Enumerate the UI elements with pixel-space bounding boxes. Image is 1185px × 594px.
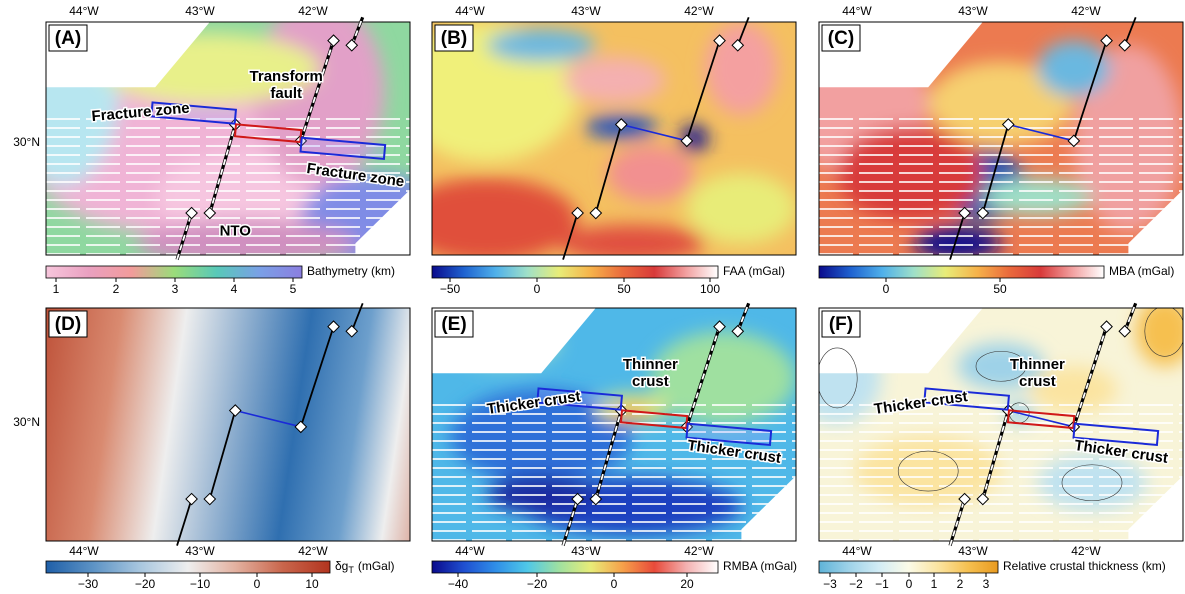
map-panel: (C) <box>783 17 1183 259</box>
colorbar-tick-label: 10 <box>305 577 319 591</box>
track-gaps <box>819 398 1183 541</box>
panel-label: (B) <box>441 28 467 49</box>
map-image <box>783 22 1183 260</box>
lat-label: 30°N <box>13 135 40 149</box>
colorbar-tick-label: −20 <box>527 577 548 591</box>
colorbar-title: FAA (mGal) <box>723 264 785 278</box>
colorbar-tick-label: 100 <box>700 282 720 296</box>
colorbar-tick-label: −1 <box>875 577 889 591</box>
anomaly <box>396 178 578 262</box>
colorbar-tick-label: 1 <box>53 282 60 296</box>
map-panel: (B) <box>396 17 796 262</box>
panel-label: (F) <box>829 314 853 335</box>
panel-label: (A) <box>55 28 81 49</box>
anomaly <box>607 145 694 201</box>
lon-label: 43°W <box>571 4 601 18</box>
colorbar-tick-label: −3 <box>823 577 837 591</box>
colorbar-title: Bathymetry (km) <box>307 264 395 278</box>
map-image <box>432 308 796 541</box>
colorbar-tick-label: −2 <box>849 577 863 591</box>
lon-label: 43°W <box>185 544 215 558</box>
colorbar-tick-label: 0 <box>611 577 618 591</box>
colorbar-tick-label: 4 <box>231 282 238 296</box>
anomaly <box>487 29 596 62</box>
map-panel: TransformfaultFracture zoneFracture zone… <box>10 0 447 267</box>
panel-label: (E) <box>441 314 466 335</box>
panel-label: (C) <box>828 28 854 49</box>
lon-label: 44°W <box>455 544 485 558</box>
anomaly <box>559 225 705 262</box>
colorbar-tick-label: −50 <box>440 282 461 296</box>
colorbar-tick-label: 0 <box>534 282 541 296</box>
colorbar <box>46 561 330 573</box>
colorbar-tick-label: 0 <box>906 577 913 591</box>
lon-label: 44°W <box>69 544 99 558</box>
anomaly <box>1037 41 1110 97</box>
map-image <box>396 22 796 262</box>
colorbar-tick-label: 1 <box>931 577 938 591</box>
lon-label: 43°W <box>958 4 988 18</box>
colorbar-tick-label: 2 <box>113 282 120 296</box>
colorbar-tick-label: 50 <box>993 282 1007 296</box>
colorbar-tick-label: −30 <box>78 577 99 591</box>
colorbar-title: MBA (mGal) <box>1109 264 1174 278</box>
lon-label: 43°W <box>185 4 215 18</box>
lat-label: 30°N <box>13 415 40 429</box>
colorbar-tick-label: −40 <box>448 577 469 591</box>
colorbar-tick-label: 0 <box>254 577 261 591</box>
colorbar-tick-label: 5 <box>290 282 297 296</box>
lon-label: 44°W <box>455 4 485 18</box>
lon-label: 42°W <box>298 544 328 558</box>
colorbar-title: RMBA (mGal) <box>723 559 797 573</box>
colorbar-tick-label: −10 <box>190 577 211 591</box>
colorbar-tick-label: 50 <box>617 282 631 296</box>
colorbar <box>819 561 998 573</box>
colorbar-tick-label: 0 <box>883 282 890 296</box>
track-gaps <box>432 398 796 541</box>
colorbar-tick-label: 3 <box>172 282 179 296</box>
colorbar-title-part: T <box>348 565 354 575</box>
lon-label: 43°W <box>571 544 601 558</box>
lon-label: 42°W <box>684 544 714 558</box>
colorbar-title: Relative crustal thickness (km) <box>1003 559 1166 573</box>
lon-label: 42°W <box>1071 544 1101 558</box>
colorbar-tick-label: 2 <box>957 577 964 591</box>
figure: TransformfaultFracture zoneFracture zone… <box>0 0 1185 594</box>
anomaly <box>563 57 665 104</box>
colorbar-tick-label: −20 <box>135 577 156 591</box>
colorbar <box>432 561 718 573</box>
track-gaps <box>819 112 1183 255</box>
colorbar <box>46 266 302 278</box>
colorbar-title-part: (mGal) <box>358 559 395 573</box>
panel-label: (D) <box>55 314 81 335</box>
lon-label: 43°W <box>958 544 988 558</box>
colorbar-title: δgT (mGal) <box>335 559 395 575</box>
lon-label: 44°W <box>842 4 872 18</box>
lon-label: 44°W <box>842 544 872 558</box>
lon-label: 44°W <box>69 4 99 18</box>
annotation: NTO <box>220 223 252 240</box>
lon-label: 42°W <box>684 4 714 18</box>
colorbar-tick-label: 3 <box>983 577 990 591</box>
colorbar <box>432 266 718 278</box>
lon-label: 42°W <box>298 4 328 18</box>
colorbar-title-part: δg <box>335 559 348 573</box>
colorbar <box>819 266 1104 278</box>
lon-label: 42°W <box>1071 4 1101 18</box>
colorbar-tick-label: 20 <box>680 577 694 591</box>
anomaly <box>687 173 796 243</box>
